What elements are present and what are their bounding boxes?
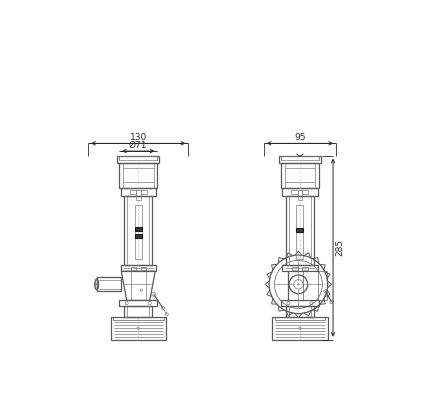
Bar (135, 227, 142, 231)
Bar (281, 156, 319, 160)
Bar (286, 196, 314, 265)
Bar (286, 306, 314, 317)
Bar (135, 205, 142, 259)
Bar (292, 267, 298, 270)
Bar (281, 163, 319, 188)
Bar (302, 190, 308, 194)
Bar (282, 188, 318, 196)
Bar (303, 271, 318, 300)
Bar (118, 156, 159, 163)
Bar (135, 234, 142, 238)
Bar (296, 205, 303, 259)
Bar (140, 267, 146, 270)
Bar (130, 190, 136, 194)
Bar (97, 277, 121, 291)
Text: 285: 285 (335, 239, 344, 256)
Bar (272, 317, 327, 340)
Circle shape (298, 284, 299, 285)
Bar (113, 317, 164, 320)
Bar (130, 267, 136, 270)
Bar (140, 190, 147, 194)
Text: 95: 95 (294, 133, 306, 142)
Bar (124, 306, 152, 317)
Bar (282, 265, 318, 271)
Text: Ø71: Ø71 (129, 140, 147, 150)
Bar (274, 317, 325, 320)
Bar (296, 228, 303, 232)
Bar (121, 188, 156, 196)
Bar (136, 190, 140, 200)
Bar (111, 317, 166, 340)
Bar (298, 190, 302, 200)
Text: 130: 130 (130, 133, 147, 142)
Bar (119, 163, 158, 188)
Bar (121, 265, 156, 271)
Bar (292, 190, 298, 194)
Bar (119, 300, 158, 306)
Bar (281, 300, 319, 306)
Bar (279, 156, 321, 163)
Bar (119, 156, 158, 160)
Bar (124, 196, 152, 265)
Bar (302, 267, 308, 270)
